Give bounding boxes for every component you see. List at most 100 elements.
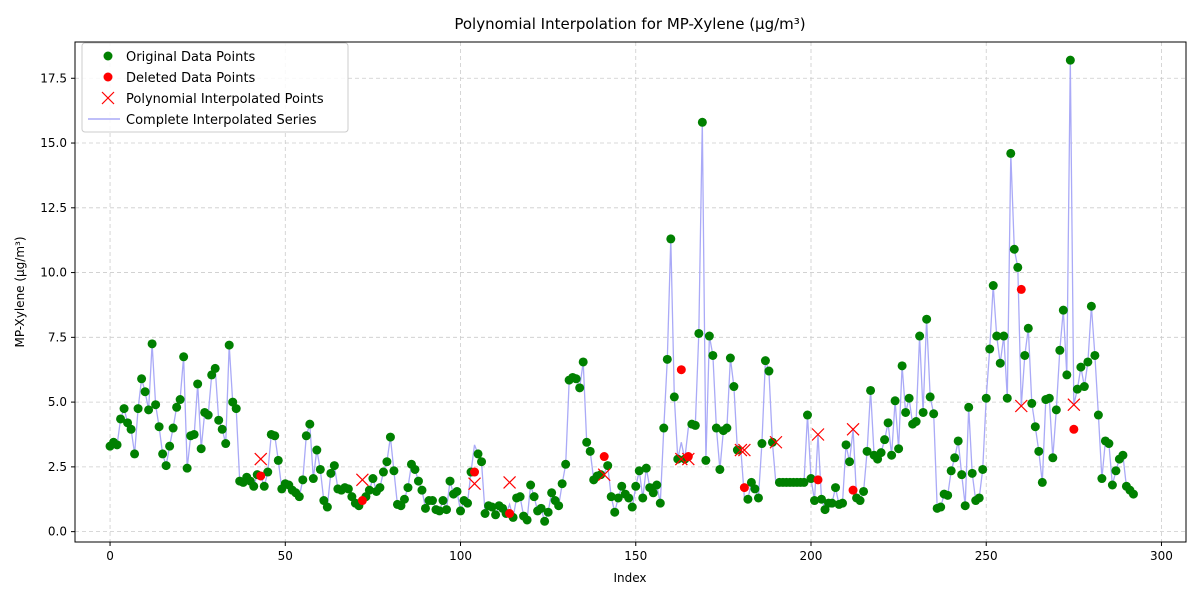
original-point	[473, 449, 483, 459]
interpolated-point	[1067, 398, 1081, 412]
original-point	[715, 464, 725, 474]
original-point	[876, 448, 886, 458]
original-point	[571, 374, 581, 384]
original-point	[925, 392, 935, 402]
original-point	[540, 516, 550, 526]
original-point	[904, 393, 914, 403]
original-point	[1020, 350, 1030, 360]
original-point	[231, 404, 241, 414]
chart-title: Polynomial Interpolation for MP-Xylene (…	[454, 15, 805, 33]
interpolated-point	[769, 435, 783, 449]
original-point	[305, 419, 315, 429]
original-point	[953, 436, 963, 446]
original-point	[915, 331, 925, 341]
original-point	[1002, 393, 1012, 403]
original-point	[887, 450, 897, 460]
original-point	[582, 437, 592, 447]
original-point	[1107, 480, 1117, 490]
original-point	[673, 454, 683, 464]
original-point	[126, 424, 136, 434]
original-point	[561, 459, 571, 469]
original-point	[536, 503, 546, 513]
original-point	[329, 461, 339, 471]
legend-marker-deleted	[103, 72, 113, 82]
original-point	[119, 404, 129, 414]
deleted-point	[505, 509, 515, 519]
original-point	[389, 466, 399, 476]
original-point	[375, 483, 385, 493]
original-point	[189, 429, 199, 439]
original-point	[1013, 262, 1023, 272]
interpolated-point	[503, 475, 517, 489]
original-point	[442, 505, 452, 515]
deleted-point	[739, 483, 749, 493]
original-point	[168, 423, 178, 433]
original-point	[995, 358, 1005, 368]
original-point	[308, 474, 318, 484]
interpolated-point	[737, 443, 751, 457]
original-point	[655, 498, 665, 508]
original-point	[343, 484, 353, 494]
original-point	[322, 502, 332, 512]
x-tick-label: 100	[449, 549, 472, 563]
original-point	[578, 357, 588, 367]
original-point	[172, 402, 182, 412]
original-point	[694, 328, 704, 338]
legend-label-interpolated: Polynomial Interpolated Points	[126, 92, 324, 107]
original-point	[144, 405, 154, 415]
original-point	[130, 449, 140, 459]
original-point	[161, 461, 171, 471]
original-point	[652, 480, 662, 490]
original-point	[722, 423, 732, 433]
plot-frame	[74, 41, 1187, 543]
original-point	[631, 481, 641, 491]
original-point	[894, 444, 904, 454]
original-point	[708, 350, 718, 360]
y-tick-label: 15.0	[40, 136, 67, 150]
original-point	[273, 455, 283, 465]
original-point	[967, 468, 977, 478]
original-point	[224, 340, 234, 350]
interpolated-points-group	[254, 398, 1081, 491]
original-point	[732, 445, 742, 455]
original-point	[154, 422, 164, 432]
original-point	[175, 395, 185, 405]
y-tick-label: 2.5	[48, 460, 67, 474]
original-point	[463, 498, 473, 508]
original-point	[179, 352, 189, 362]
legend-marker-original	[103, 51, 113, 61]
deleted-point	[256, 471, 266, 481]
legend-label-series: Complete Interpolated Series	[126, 113, 317, 128]
original-point	[427, 496, 437, 506]
original-point	[624, 493, 634, 503]
original-point	[575, 383, 585, 393]
original-point	[151, 400, 161, 410]
original-point	[725, 353, 735, 363]
original-point	[603, 461, 613, 471]
original-point	[1118, 450, 1128, 460]
original-point	[897, 361, 907, 371]
original-point	[547, 488, 557, 498]
interpolated-point	[254, 452, 268, 466]
original-point	[1076, 362, 1086, 372]
original-point	[943, 490, 953, 500]
original-point	[901, 407, 911, 417]
deleted-point	[1069, 424, 1079, 434]
original-point	[480, 509, 490, 519]
original-point	[929, 409, 939, 419]
original-point	[992, 331, 1002, 341]
original-points-group	[105, 55, 1138, 526]
original-point	[301, 431, 311, 441]
original-point	[831, 483, 841, 493]
original-point	[1097, 474, 1107, 484]
original-point	[259, 481, 269, 491]
original-point	[217, 424, 227, 434]
original-point	[140, 387, 150, 397]
interpolated-point	[468, 477, 481, 491]
original-point	[193, 379, 203, 389]
original-point	[420, 503, 430, 513]
original-point	[1006, 148, 1016, 158]
original-point	[648, 488, 658, 498]
original-point	[165, 441, 175, 451]
y-tick-label: 5.0	[48, 395, 67, 409]
